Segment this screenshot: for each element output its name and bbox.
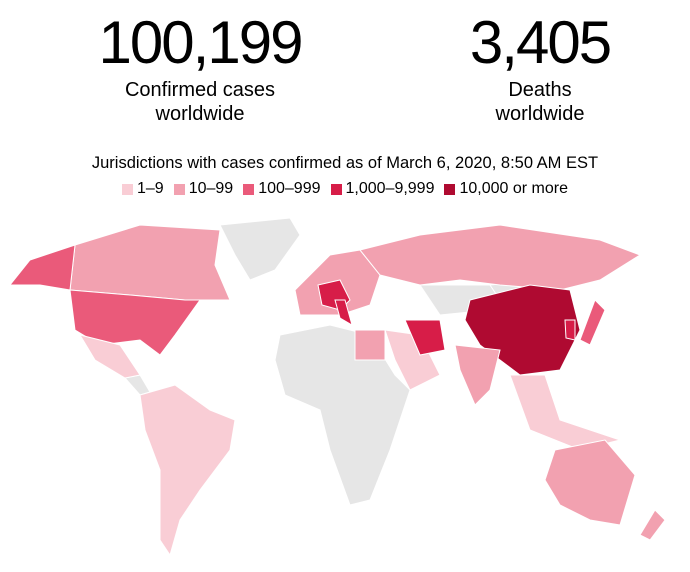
country [359, 224, 642, 291]
country [78, 334, 141, 379]
stat: 3,405 Deaths worldwide [390, 8, 690, 126]
country [69, 224, 231, 301]
country [219, 217, 301, 281]
legend-item: 10–99 [173, 180, 234, 198]
country [544, 439, 636, 526]
legend-swatch [243, 183, 255, 195]
stat-label: Confirmed cases [124, 79, 276, 101]
country [334, 299, 353, 327]
stat-value: 100,199 [98, 9, 304, 76]
legend: 1–9 10–99 100–999 1,000–9,999 10,000 or more [0, 180, 690, 198]
legend-item: 1,000–9,999 [330, 180, 435, 198]
country [8, 244, 76, 291]
country [404, 319, 446, 356]
legend-label: 10–99 [188, 180, 234, 197]
legend-label: 10,000 or more [459, 180, 568, 197]
stat-label: worldwide [495, 103, 585, 125]
legend-item: 100–999 [243, 180, 321, 198]
country [454, 344, 501, 406]
country [639, 509, 666, 541]
subtitle: Jurisdictions with cases confirmed as of… [91, 154, 599, 172]
stat-label: worldwide [155, 103, 245, 125]
legend-swatch [330, 183, 342, 195]
country [124, 374, 151, 396]
country [509, 374, 622, 451]
legend-label: 1–9 [137, 180, 164, 197]
legend-swatch [173, 183, 185, 195]
country [354, 329, 386, 361]
legend-label: 100–999 [258, 180, 321, 197]
legend-item: 10,000 or more [444, 180, 568, 198]
stat-label: Deaths [508, 79, 572, 101]
legend-item: 1–9 [122, 180, 164, 198]
stat-value: 3,405 [469, 9, 612, 76]
legend-label: 1,000–9,999 [345, 180, 435, 197]
legend-swatch [122, 183, 133, 195]
stat: 100,199 Confirmed cases worldwide [50, 8, 350, 126]
country [564, 319, 576, 341]
country [579, 299, 606, 346]
legend-swatch [444, 183, 456, 195]
country [274, 324, 411, 506]
country [139, 384, 236, 557]
